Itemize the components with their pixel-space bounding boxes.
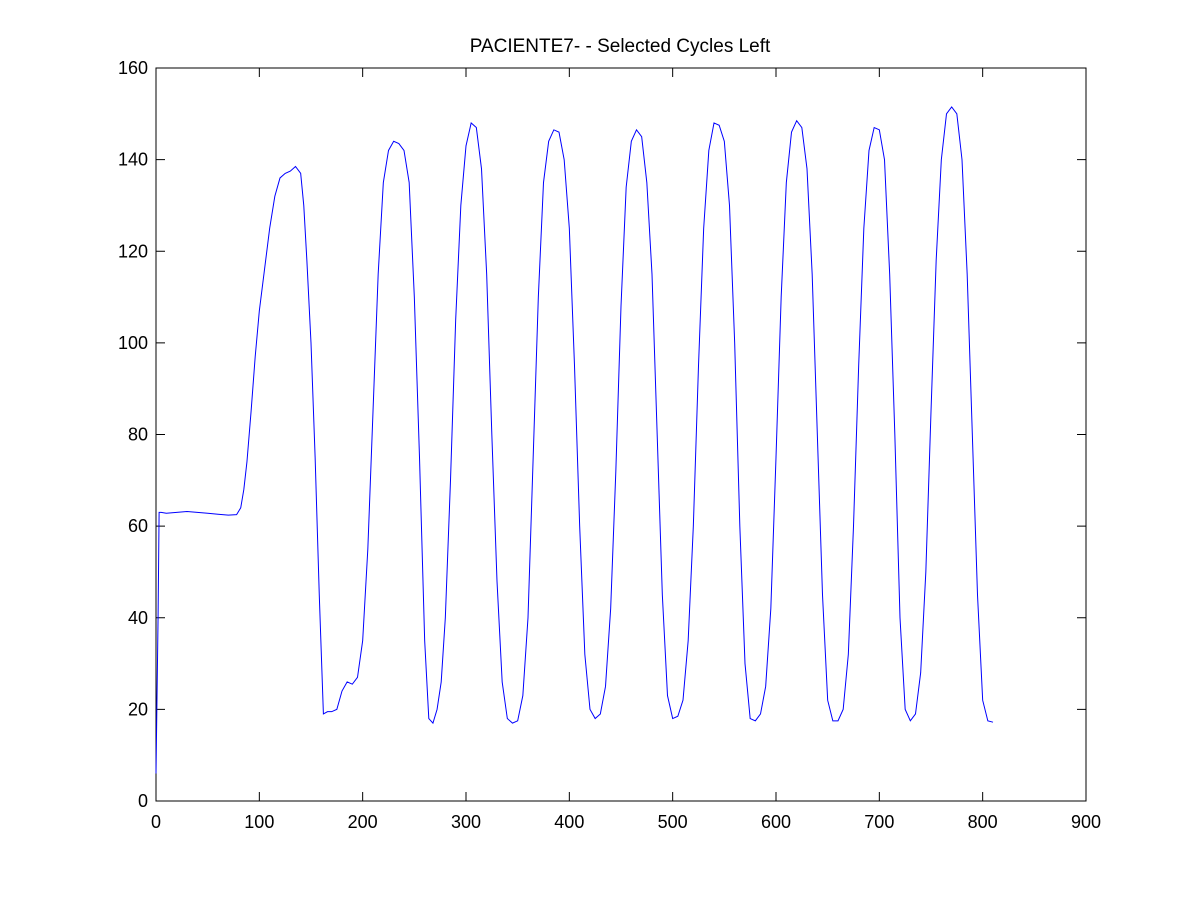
y-tick-label: 20 [128,699,148,719]
series-line [155,106,994,774]
y-tick-label: 120 [118,241,148,261]
y-tick-label: 0 [138,791,148,811]
x-tick-label: 400 [554,812,584,832]
x-tick-label: 200 [348,812,378,832]
x-tick-label: 100 [244,812,274,832]
x-tick-label: 300 [451,812,481,832]
y-tick-label: 100 [118,333,148,353]
x-tick-label: 600 [761,812,791,832]
chart-title: PACIENTE7- - Selected Cycles Left [470,36,771,57]
x-axis-ticks: 0 100 200 300 400 500 600 700 800 900 [151,68,1101,832]
x-tick-label: 500 [658,812,688,832]
x-tick-label: 800 [968,812,998,832]
y-tick-label: 140 [118,150,148,170]
y-tick-label: 160 [118,58,148,78]
y-tick-label: 60 [128,516,148,536]
y-tick-label: 80 [128,425,148,445]
x-tick-label: 900 [1071,812,1101,832]
y-tick-label: 40 [128,608,148,628]
x-tick-label: 0 [151,812,161,832]
y-axis-ticks: 0 20 40 60 80 100 120 140 160 [118,58,1086,811]
x-tick-label: 700 [864,812,894,832]
